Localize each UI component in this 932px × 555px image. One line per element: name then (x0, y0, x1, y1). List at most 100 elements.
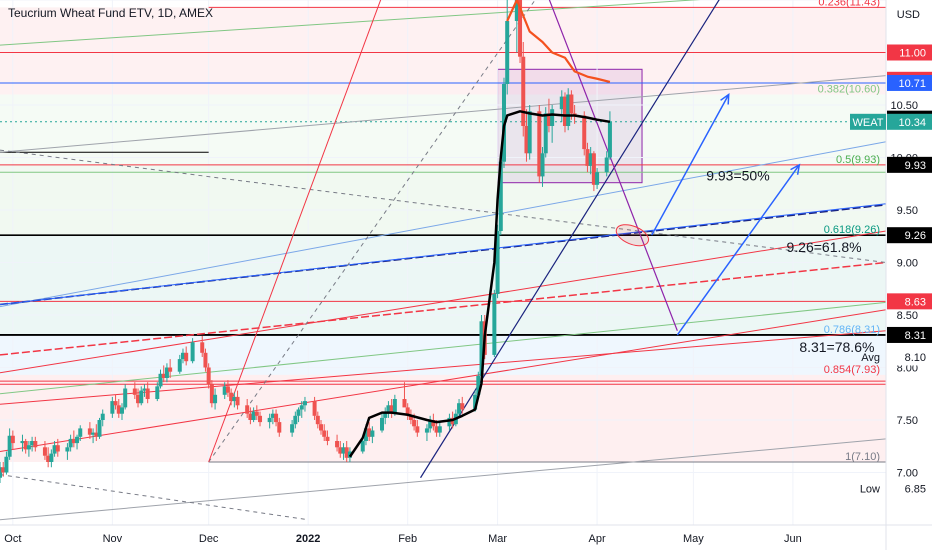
candle-body (75, 436, 80, 444)
trend-line (0, 230, 887, 374)
candle-body (200, 342, 205, 353)
candle-body (386, 405, 391, 412)
candle-body (42, 447, 47, 456)
candle-body (424, 428, 429, 433)
candle-body (46, 455, 51, 462)
candle-body (203, 352, 208, 368)
x-tick-label: 2022 (296, 533, 320, 545)
candle-body (0, 467, 2, 478)
price-tag-value: 11.00 (899, 48, 926, 60)
x-tick-label: Dec (199, 533, 219, 545)
candle-body (299, 405, 304, 410)
candle-body (319, 424, 324, 431)
candle-body (65, 447, 70, 452)
candle-body (97, 420, 102, 437)
fib-level-label: 1(7.10) (845, 451, 880, 463)
candle-body (412, 420, 417, 427)
candle-body (30, 441, 35, 446)
candle-body (537, 111, 542, 177)
trend-line (0, 203, 887, 305)
candle-body (52, 445, 57, 454)
candle-body (562, 96, 567, 126)
price-tag-value: 8.63 (905, 296, 926, 308)
trend-line (0, 301, 887, 395)
candle-body (476, 375, 481, 395)
candle-body (270, 413, 275, 418)
fib-level-label: 0.382(10.60) (818, 84, 880, 96)
candle-body (582, 115, 587, 150)
consolidation-box (497, 68, 643, 184)
chart-title: Teucrium Wheat Fund ETV, 1D, AMEX (8, 6, 213, 20)
candle-body (229, 392, 234, 402)
fib-level-label: 0.618(9.26) (824, 224, 880, 236)
candle-body (290, 424, 295, 433)
candle-body (116, 405, 121, 414)
candle-body (518, 0, 523, 57)
price-tag-label-box (850, 113, 886, 130)
candle-body (100, 413, 105, 420)
candle-body (550, 109, 555, 126)
candle-body (274, 413, 279, 423)
candle-body (155, 386, 160, 399)
fib-level-label: 0.5(9.93) (836, 154, 880, 166)
x-tick-label: May (683, 533, 704, 545)
candle-body (363, 428, 368, 441)
candle-body (498, 161, 503, 231)
candle-body (136, 394, 141, 404)
candle-body (10, 435, 15, 444)
y-tick-label: 8.50 (897, 310, 918, 322)
candle-body (87, 428, 92, 435)
candle-body (251, 411, 256, 420)
candle-body (94, 432, 99, 437)
forecast-arrow (651, 94, 730, 236)
candle-body (184, 352, 189, 362)
candle-body (540, 153, 545, 177)
candle-body (26, 445, 31, 450)
candle-body (315, 415, 320, 425)
candle-body (380, 417, 385, 431)
candle-body (431, 420, 436, 427)
candle-body (113, 401, 118, 406)
price-annotation: 9.93=50% (706, 168, 769, 184)
trend-line (420, 0, 720, 479)
candle-body (145, 388, 150, 399)
candle-body (495, 231, 500, 294)
candle-body (588, 153, 593, 166)
candle-body (71, 438, 76, 444)
candle-body (232, 396, 237, 402)
candle-body (392, 399, 397, 414)
candle-body (235, 396, 240, 406)
candle-body (591, 153, 596, 185)
candle-body (370, 430, 375, 437)
trend-line (208, 0, 382, 463)
candle-body (248, 413, 253, 420)
candle-body (473, 394, 478, 410)
candle-body (521, 56, 526, 127)
arrow-head (790, 163, 801, 175)
fib-zone (0, 374, 886, 462)
y-tick-label: 10.50 (890, 100, 918, 112)
y-tick-label: 7.50 (897, 415, 918, 427)
x-tick-label: Mar (488, 533, 507, 545)
candle-body (434, 426, 439, 433)
candle-body (142, 388, 147, 391)
trend-line (0, 438, 887, 521)
candle-body (180, 352, 185, 360)
fib-level-label: 0.854(7.93) (824, 364, 880, 376)
target-ellipse (615, 224, 650, 247)
candle-body (447, 417, 452, 427)
candle-body (277, 422, 282, 433)
price-tag-box (887, 227, 932, 244)
fib-zones-layer (0, 7, 886, 462)
candle-body (457, 403, 462, 414)
candle-body (254, 411, 259, 416)
candle-body (492, 294, 497, 355)
candle-body (408, 415, 413, 420)
candle-body (119, 407, 124, 414)
price-annotation: 8.31=78.6% (799, 339, 874, 355)
candle-body (405, 407, 410, 416)
fib-level-label: 0.236(11.43) (818, 0, 880, 8)
fib-zone (0, 334, 886, 375)
